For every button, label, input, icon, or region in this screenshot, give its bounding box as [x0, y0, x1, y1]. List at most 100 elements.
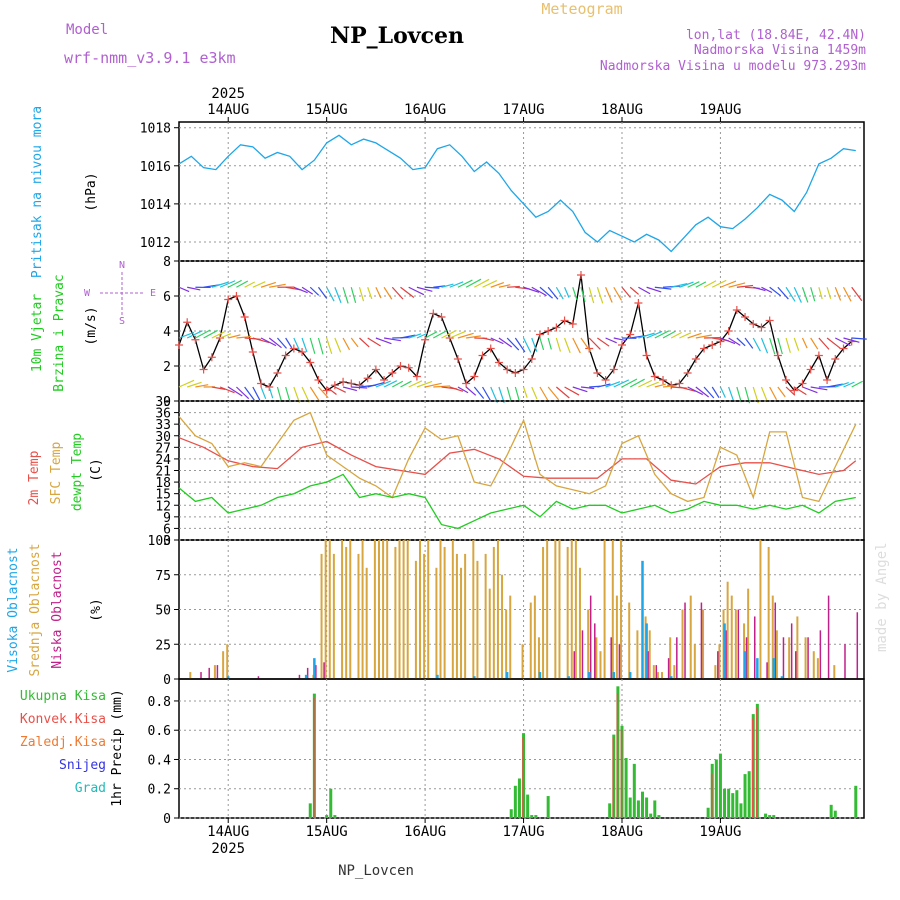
clouds-bar: [341, 540, 344, 679]
wind-direction-arrow: [851, 337, 867, 340]
precip-bar: [636, 800, 640, 818]
clouds-bar: [306, 667, 309, 679]
wind-direction-arrow: [506, 386, 512, 403]
wind-direction-arrow: [802, 386, 818, 394]
wind-direction-arrow: [785, 286, 796, 302]
wind-speed-marker: [339, 377, 348, 386]
wind-direction-arrow: [236, 280, 249, 288]
wind-direction-arrow: [334, 337, 342, 353]
clouds-bar: [647, 651, 649, 679]
wind-direction-arrow: [285, 337, 293, 349]
top-day-label: 18AUG: [601, 102, 643, 118]
lonlat-label: lon,lat (18.84E, 42.4N): [686, 28, 866, 43]
wind-direction-arrow: [383, 337, 401, 342]
clouds-bar: [443, 546, 446, 679]
precip-bar: [714, 759, 718, 818]
wind-speed-marker: [273, 369, 282, 377]
wind-direction-arrow: [597, 383, 611, 388]
wind-direction-arrow: [359, 337, 370, 348]
clouds-bar: [455, 553, 458, 679]
wind-direction-arrow: [309, 286, 320, 296]
wind-direction-arrow: [596, 287, 604, 304]
top-day-label: 19AUG: [699, 102, 741, 118]
clouds-bar: [546, 540, 549, 679]
clouds-bar: [509, 595, 512, 679]
wind-direction-arrow: [195, 384, 209, 388]
cloud-panel: 0 25 50 75 100: [148, 534, 865, 688]
clouds-bar: [816, 658, 819, 679]
clouds-bar: [743, 651, 747, 679]
wind-direction-arrow: [687, 332, 702, 339]
wind-direction-arrow: [711, 386, 720, 398]
wind-direction-arrow: [474, 278, 490, 288]
wind-speed-marker: [347, 379, 356, 388]
wind-direction-arrow: [843, 337, 860, 343]
wind-direction-arrow: [457, 279, 473, 288]
wind-speed-marker: [535, 330, 544, 339]
wind-direction-arrow: [350, 337, 359, 348]
wind-direction-arrow: [720, 337, 736, 345]
wind-direction-arrow: [408, 286, 425, 296]
wind-speed-marker: [683, 369, 692, 377]
clouds-bar: [796, 616, 799, 679]
clouds-bar: [615, 595, 618, 679]
wind-direction-arrow: [826, 287, 832, 299]
wind-speed-marker: [322, 386, 331, 395]
bottom-day-label: 17AUG: [502, 824, 544, 840]
precip-bar: [517, 778, 521, 818]
precip-bar: [620, 730, 623, 818]
compass-label: S: [119, 316, 125, 327]
wind-speed-marker: [494, 358, 503, 367]
wind-direction-arrow: [457, 332, 474, 339]
wind-speed-marker: [232, 292, 241, 300]
wind-speed-marker: [363, 374, 372, 383]
precip-ytick-label: 0.4: [148, 753, 172, 768]
wind-direction-arrow: [522, 386, 528, 398]
clouds-bar: [436, 674, 439, 679]
clouds-bar: [578, 567, 581, 679]
precip-bar: [313, 698, 315, 818]
year-label-bottom: 2025: [211, 841, 245, 857]
clouds-bar: [745, 637, 748, 679]
bottom-day-label: 18AUG: [601, 824, 643, 840]
wind-direction-arrow: [777, 286, 789, 300]
wind-direction-arrow: [293, 337, 300, 350]
wind-speed-marker: [388, 369, 397, 377]
wind-direction-arrow: [498, 386, 505, 404]
precip-bar: [743, 774, 747, 818]
wind-direction-arrow: [236, 335, 252, 339]
compass-arrows: [100, 272, 145, 318]
wind-direction-arrow: [178, 331, 195, 339]
clouds-bar: [780, 676, 784, 679]
clouds-bar: [723, 623, 726, 679]
wind-direction-arrow: [367, 287, 373, 300]
clouds-bar: [759, 540, 762, 679]
clouds-bar: [610, 637, 612, 679]
clouds-bar: [807, 637, 809, 679]
wind-direction-arrow: [654, 383, 666, 388]
clouds-bar: [730, 595, 733, 679]
year-label-top: 2025: [211, 86, 245, 102]
clouds-bar: [772, 658, 776, 679]
temperature-ytick-label: 33: [155, 418, 171, 433]
precip-bar: [608, 803, 612, 818]
wind-direction-arrow: [367, 382, 385, 388]
wind-direction-arrow: [835, 381, 849, 388]
wind-direction-arrow: [490, 386, 498, 403]
wind-speed-marker: [576, 271, 585, 279]
precip-legend-item: Ukupna Kisa: [20, 689, 106, 704]
precip-bar: [641, 791, 645, 818]
clouds-bar: [460, 567, 463, 679]
clouds-bar: [208, 667, 210, 679]
temperature-ytick-label: 27: [155, 441, 171, 456]
wind-direction-arrow: [719, 386, 726, 398]
wind-direction-arrow: [588, 337, 601, 350]
clouds-bar: [298, 674, 301, 679]
wind-speed-marker: [470, 372, 479, 381]
wind-speed-marker: [700, 344, 709, 353]
clouds-bar: [473, 676, 476, 679]
wind-speed-marker: [224, 295, 233, 304]
wind-direction-arrow: [736, 337, 746, 347]
wind-direction-arrow: [531, 286, 547, 297]
wind-direction-arrow: [227, 386, 243, 397]
